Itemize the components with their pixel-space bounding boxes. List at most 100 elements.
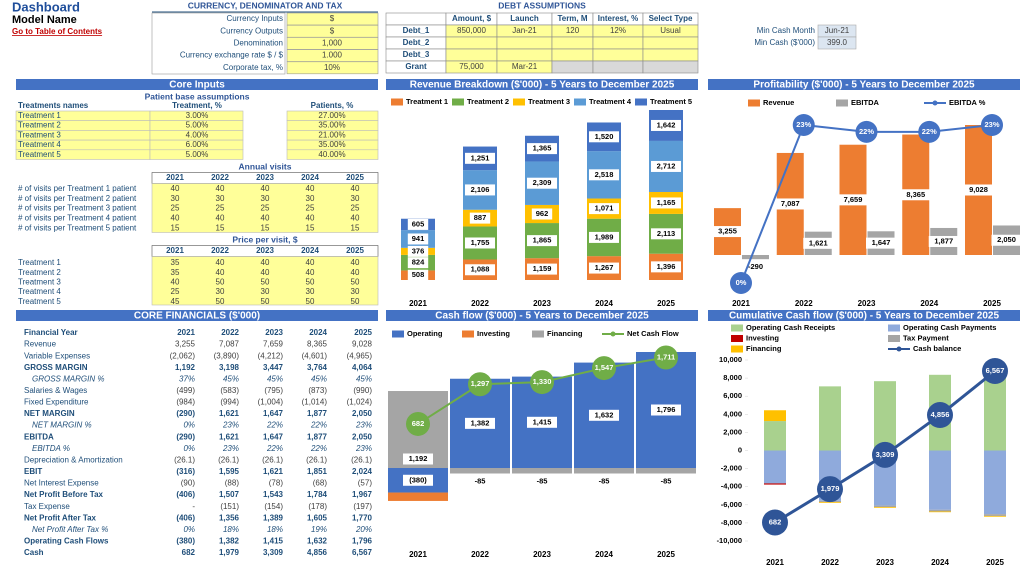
legend-label: Operating Cash Receipts [746, 323, 835, 332]
y-tick-label: 4,000 [723, 409, 742, 418]
value-label: -290 [748, 262, 763, 271]
financial-value: (316) [176, 467, 195, 476]
input-value: 40 [261, 268, 270, 277]
value-label: 2,518 [595, 170, 614, 179]
bar [764, 421, 786, 451]
debt-value: 12% [610, 26, 626, 35]
input-cell [286, 149, 379, 160]
input-value: 40 [261, 214, 270, 223]
value-label-box [651, 261, 681, 273]
financial-value: (873) [308, 386, 327, 395]
currency-label: Denomination [234, 39, 283, 48]
financial-value: 1,647 [263, 432, 284, 441]
currency-value: $ [330, 26, 335, 35]
value-label-box [589, 262, 619, 274]
input-value: 30 [351, 287, 360, 296]
input-cell [592, 36, 644, 50]
value-label: -85 [475, 476, 486, 485]
patient-share: 40.00% [318, 150, 345, 159]
input-value: 30 [261, 287, 270, 296]
patient-share: 21.00% [318, 130, 345, 139]
point [654, 345, 678, 370]
y-tick-label: 2,000 [723, 427, 742, 436]
legend-label: Cash balance [913, 344, 961, 353]
financial-value: 1,632 [307, 537, 328, 546]
financial-value: 2022 [221, 328, 239, 337]
legend-marker [896, 346, 902, 352]
financial-value: (990) [353, 386, 372, 395]
row-label: GROSS MARGIN [24, 363, 88, 372]
financial-value: 1,621 [219, 432, 240, 441]
value-label: 9,028 [969, 185, 988, 194]
bar [450, 468, 510, 474]
value-label: 1,382 [471, 418, 490, 427]
legend-swatch [462, 330, 474, 338]
patient-share: 35.00% [318, 140, 345, 149]
financial-value: 3,447 [263, 363, 284, 372]
value-label: 1,088 [471, 265, 490, 274]
financial-value: 1,647 [263, 409, 284, 418]
point-label: 3,309 [876, 450, 895, 459]
financial-value: 1,877 [307, 409, 328, 418]
treatment-share: 5.00% [186, 121, 209, 130]
toc-link[interactable]: Go to Table of Contents [12, 27, 103, 36]
financial-value: (499) [176, 386, 195, 395]
legend-swatch [574, 98, 586, 106]
input-value: 50 [261, 297, 270, 306]
value-label-box [589, 231, 619, 243]
input-cell [642, 60, 699, 74]
legend-swatch [513, 98, 525, 106]
value-label: 1,520 [595, 132, 614, 141]
input-value: 40 [351, 214, 360, 223]
value-label-box [407, 257, 429, 269]
treatment-name: Treatment 5 [18, 150, 61, 159]
bar [742, 255, 769, 260]
year-header: 2022 [211, 173, 229, 182]
input-value: 15 [171, 223, 180, 232]
point-label: 22% [859, 127, 874, 136]
y-tick-label: -10,000 [717, 536, 742, 545]
input-cell [551, 48, 594, 62]
value-label-box [589, 131, 619, 143]
point-label: 1,330 [533, 377, 552, 386]
legend-label: Operating [407, 329, 443, 338]
row-label: NET MARGIN [24, 409, 75, 418]
input-value: 15 [261, 223, 270, 232]
point-label: 4,856 [931, 410, 950, 419]
input-value: 30 [171, 194, 180, 203]
x-tick-label: 2023 [876, 558, 894, 567]
x-tick-label: 2021 [409, 550, 427, 559]
bar [819, 502, 841, 503]
value-label-box [928, 235, 959, 247]
financial-value: 8,365 [307, 340, 328, 349]
x-tick-label: 2021 [766, 558, 784, 567]
value-label: 2,309 [533, 178, 552, 187]
input-value: 25 [306, 204, 315, 213]
value-label: 3,255 [718, 227, 737, 236]
point [730, 272, 752, 294]
bar [764, 450, 786, 484]
x-tick-label: 2023 [858, 299, 876, 308]
financial-value: 682 [182, 548, 196, 557]
financial-value: 1,543 [263, 490, 284, 499]
value-label: 1,621 [809, 238, 828, 247]
bar [636, 468, 696, 474]
financial-value: 2025 [354, 328, 372, 337]
value-label: 1,267 [595, 263, 614, 272]
legend-label: Treatment 5 [650, 97, 692, 106]
input-value: 25 [351, 204, 360, 213]
financial-value: 1,770 [352, 513, 373, 522]
bar [388, 492, 448, 501]
legend-swatch [452, 98, 464, 106]
financial-value: 45% [311, 374, 327, 383]
legend-label: Investing [746, 333, 779, 342]
financial-value: 9,028 [352, 340, 373, 349]
value-label: 2,113 [657, 229, 675, 238]
value-label-box [589, 169, 619, 181]
legend-swatch [731, 324, 743, 332]
legend-label: Treatment 1 [406, 97, 448, 106]
legend-label: Financing [547, 329, 583, 338]
value-label: 1,647 [872, 238, 891, 247]
value-label: 962 [536, 209, 549, 218]
treatment-name: Treatment 1 [18, 111, 61, 120]
